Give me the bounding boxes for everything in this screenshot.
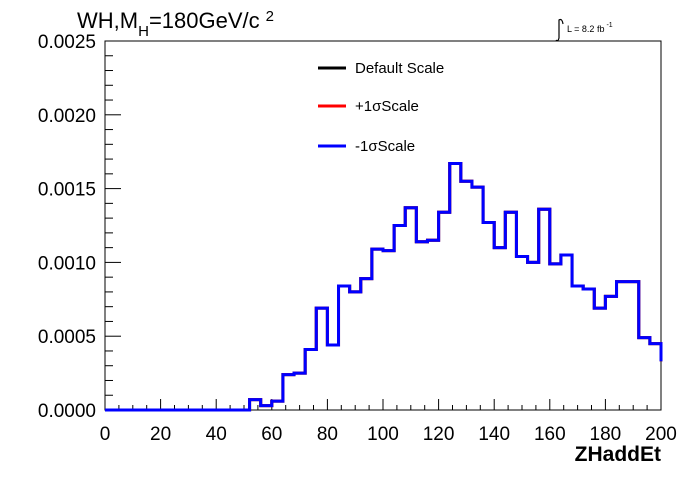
- y-tick-label: 0.0025: [38, 32, 96, 53]
- x-tick-label: 80: [317, 424, 338, 445]
- axis-ticks: [104, 40, 662, 411]
- x-tick-label: 0: [100, 424, 111, 445]
- plot-frame: [104, 40, 662, 411]
- luminosity-text: L = 8.2 fb: [567, 24, 604, 34]
- x-tick-label: 140: [478, 424, 510, 445]
- x-tick-label: 200: [645, 424, 677, 445]
- y-tick-label: 0.0010: [38, 253, 96, 274]
- svg-text:L = 8.2 fb-1: L = 8.2 fb -1: [567, 22, 613, 34]
- x-tick-label: 120: [423, 424, 455, 445]
- x-axis-title: ZHaddEt: [575, 443, 661, 466]
- x-tick-label: 60: [261, 424, 282, 445]
- series-group: [105, 162, 663, 412]
- chart-title: WH,MH=180GeV/c 2: [77, 8, 274, 40]
- chart-title-main: WH,M: [77, 8, 138, 33]
- legend-label-3: -1σScale: [355, 138, 415, 155]
- integral-sign: [555, 18, 564, 42]
- luminosity-superscript: -1: [606, 22, 612, 29]
- x-tick-label: 160: [534, 424, 566, 445]
- luminosity-label: L = 8.2 fb -1: [555, 18, 613, 42]
- x-tick-label: 100: [367, 424, 399, 445]
- legend-label-1: Default Scale: [355, 60, 444, 77]
- legend: Default Scale +1σScale -1σScale: [318, 60, 444, 155]
- legend-label-2: +1σScale: [355, 98, 419, 115]
- chart-title-subscript: H: [138, 23, 149, 40]
- y-tick-label: 0.0020: [38, 106, 96, 127]
- x-tick-label: 20: [150, 424, 171, 445]
- chart-title-rest: =180GeV/c: [149, 8, 260, 33]
- series-line-3: [105, 162, 663, 412]
- y-tick-label: 0.0000: [38, 401, 96, 422]
- y-tick-labels: 0.0000 0.0005 0.0010 0.0015 0.0020 0.0025: [38, 32, 96, 422]
- chart-title-superscript: 2: [266, 8, 274, 25]
- x-tick-label: 180: [590, 424, 622, 445]
- x-tick-label: 40: [206, 424, 227, 445]
- x-tick-labels: 0 20 40 60 80 100 120 140 160 180 200: [100, 424, 677, 445]
- y-tick-label: 0.0015: [38, 180, 96, 201]
- y-tick-label: 0.0005: [38, 327, 96, 348]
